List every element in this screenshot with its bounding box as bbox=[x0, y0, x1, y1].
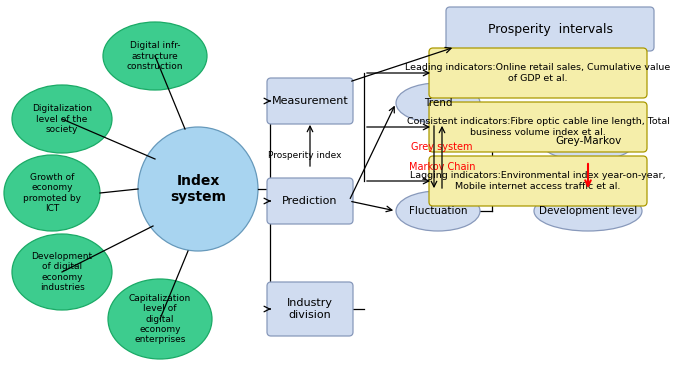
Ellipse shape bbox=[12, 234, 112, 310]
Ellipse shape bbox=[396, 191, 480, 231]
Ellipse shape bbox=[12, 85, 112, 153]
Text: Index
system: Index system bbox=[170, 174, 226, 204]
Text: Prediction: Prediction bbox=[282, 196, 338, 206]
Text: Growth of
economy
promoted by
ICT: Growth of economy promoted by ICT bbox=[23, 173, 81, 213]
Text: Lagging indicators:Environmental index year-on-year,
Mobile internet access traf: Lagging indicators:Environmental index y… bbox=[410, 171, 666, 191]
Text: Digitalization
level of the
society: Digitalization level of the society bbox=[32, 104, 92, 134]
Text: Fluctuation: Fluctuation bbox=[409, 206, 467, 216]
Text: Consistent indicators:Fibre optic cable line length, Total
business volume index: Consistent indicators:Fibre optic cable … bbox=[407, 117, 669, 137]
FancyBboxPatch shape bbox=[267, 178, 353, 224]
Ellipse shape bbox=[540, 121, 636, 161]
Text: Development level: Development level bbox=[539, 206, 637, 216]
Text: Development
of digital
economy
industries: Development of digital economy industrie… bbox=[32, 252, 92, 292]
Ellipse shape bbox=[4, 155, 100, 231]
Ellipse shape bbox=[138, 127, 258, 251]
Ellipse shape bbox=[108, 279, 212, 359]
Ellipse shape bbox=[534, 191, 642, 231]
Ellipse shape bbox=[396, 83, 480, 123]
FancyBboxPatch shape bbox=[446, 7, 654, 51]
FancyBboxPatch shape bbox=[429, 48, 647, 98]
FancyBboxPatch shape bbox=[429, 102, 647, 152]
FancyBboxPatch shape bbox=[429, 156, 647, 206]
Text: Trend: Trend bbox=[424, 98, 452, 108]
Text: Grey system: Grey system bbox=[411, 142, 473, 152]
FancyBboxPatch shape bbox=[267, 282, 353, 336]
Ellipse shape bbox=[103, 22, 207, 90]
Text: Leading indicators:Online retail sales, Cumulative value
of GDP et al.: Leading indicators:Online retail sales, … bbox=[406, 63, 671, 83]
FancyBboxPatch shape bbox=[267, 78, 353, 124]
Text: Capitalization
level of
digital
economy
enterprises: Capitalization level of digital economy … bbox=[129, 294, 191, 344]
Text: Grey-Markov: Grey-Markov bbox=[555, 136, 621, 146]
Text: Digital infr-
astructure
construction: Digital infr- astructure construction bbox=[127, 41, 184, 71]
Text: Industry
division: Industry division bbox=[287, 298, 333, 320]
Text: Prosperity  intervals: Prosperity intervals bbox=[488, 23, 612, 36]
Text: Markov Chain: Markov Chain bbox=[409, 162, 475, 172]
Text: Prosperity index: Prosperity index bbox=[269, 151, 342, 160]
Text: Measurement: Measurement bbox=[272, 96, 349, 106]
